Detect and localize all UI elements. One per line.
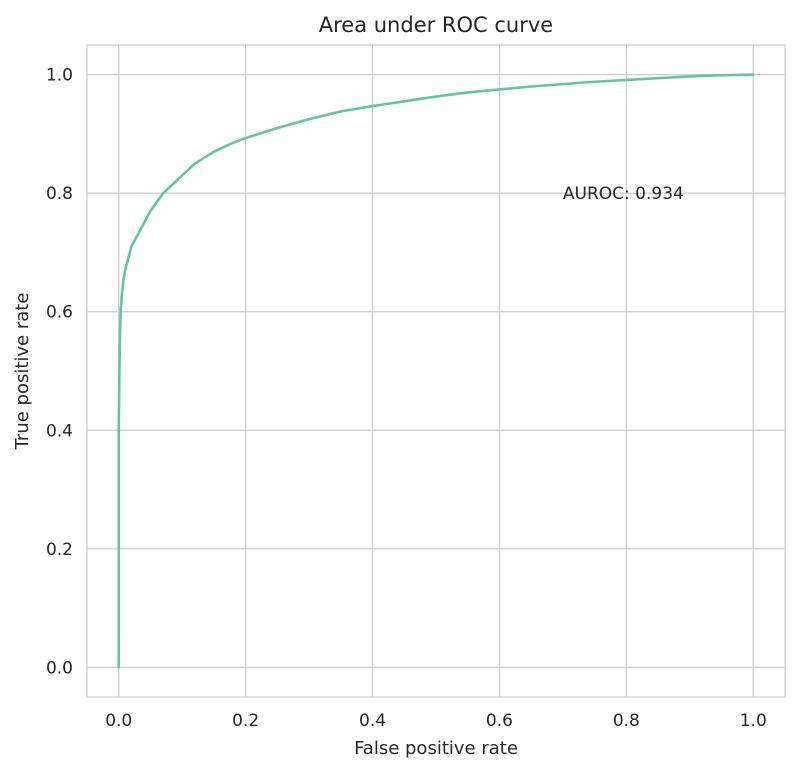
- grid: [87, 45, 785, 697]
- y-tick-label: 0.4: [46, 421, 73, 441]
- x-tick-label: 0.4: [359, 711, 386, 731]
- y-axis-label: True positive rate: [12, 293, 33, 451]
- y-tick-label: 1.0: [46, 66, 73, 86]
- chart-title: Area under ROC curve: [319, 13, 553, 37]
- x-tick-label: 0.8: [613, 711, 640, 731]
- x-tick-label: 1.0: [740, 711, 767, 731]
- annotations: AUROC: 0.934: [563, 184, 684, 204]
- roc-curve-line: [117, 73, 755, 669]
- y-tick-label: 0.8: [46, 184, 73, 204]
- y-tick-label: 0.0: [46, 658, 73, 678]
- auroc-annotation: AUROC: 0.934: [563, 184, 684, 204]
- x-tick-label: 0.0: [105, 711, 132, 731]
- series-layer: [117, 73, 755, 669]
- plot-background: [87, 45, 785, 697]
- x-tick-label: 0.6: [486, 711, 513, 731]
- tick-labels: 0.0 0.2 0.4 0.6 0.8 1.0 0.0 0.2 0.4 0.6 0.8 1.0: [46, 66, 767, 731]
- y-tick-label: 0.2: [46, 540, 73, 560]
- x-tick-label: 0.2: [232, 711, 259, 731]
- x-axis-label: False positive rate: [354, 738, 518, 759]
- y-tick-label: 0.6: [46, 303, 73, 323]
- plot-frame: [86, 44, 786, 698]
